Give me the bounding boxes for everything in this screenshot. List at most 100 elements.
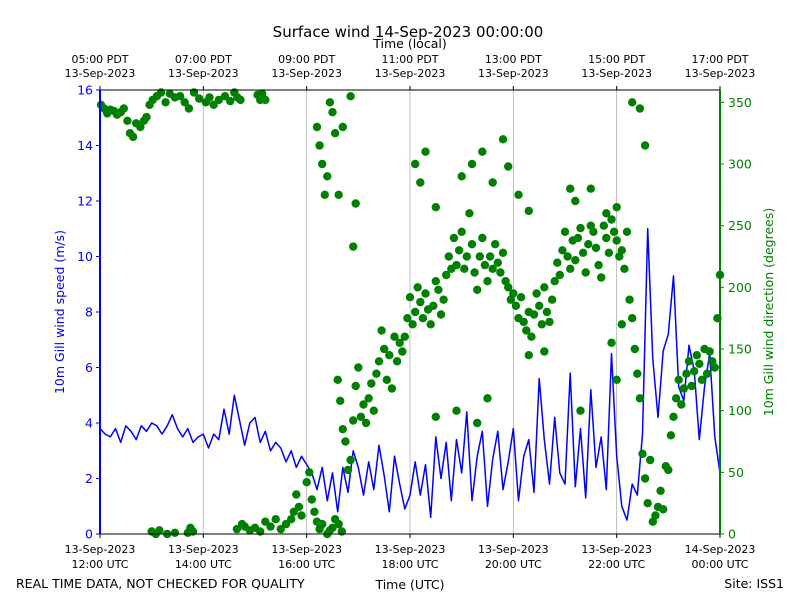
wind-direction-point-248: [504, 162, 513, 171]
wind-direction-point-239: [411, 159, 420, 169]
wind-direction-point-90: [333, 375, 342, 384]
wind-direction-point-67: [310, 507, 319, 516]
wind-direction-point-226: [684, 357, 694, 366]
wind-direction-point-256: [635, 104, 645, 113]
right-tick-label-1: 50: [728, 465, 744, 480]
wind-direction-point-180: [566, 264, 575, 273]
wind-direction-point-193: [599, 221, 608, 230]
wind-direction-point-234: [705, 347, 714, 356]
wind-direction-point-187: [584, 240, 593, 249]
wind-direction-point-252: [586, 184, 595, 193]
wind-direction-point-219: [666, 431, 676, 440]
wind-direction-point-57: [276, 524, 285, 534]
wind-direction-point-229: [692, 351, 701, 360]
wind-direction-point-231: [697, 375, 707, 384]
wind-direction-point-216: [659, 505, 668, 514]
wind-direction-point-65: [305, 468, 314, 477]
wind-direction-point-64: [302, 478, 311, 487]
wind-direction-point-161: [516, 293, 526, 302]
bottom-tick-label-time-3: 18:00 UTC: [381, 558, 438, 571]
wind-direction-point-163: [522, 326, 531, 335]
wind-direction-point-66: [307, 495, 316, 504]
bottom-tick-label-time-1: 14:00 UTC: [175, 558, 232, 571]
wind-direction-point-171: [542, 307, 552, 317]
wind-direction-point-223: [677, 400, 686, 409]
bottom-tick-label-date-6: 14-Sep-2023: [685, 543, 756, 556]
wind-direction-point-165: [527, 332, 536, 341]
wind-direction-point-207: [635, 394, 645, 403]
wind-direction-point-135: [449, 233, 459, 243]
top-tick-label-time-5: 15:00 PDT: [588, 53, 645, 66]
wind-direction-point-32: [226, 96, 235, 106]
quality-note: REAL TIME DATA, NOT CHECKED FOR QUALITY: [16, 576, 305, 591]
wind-direction-point-241: [421, 147, 430, 156]
bottom-tick-label-date-0: 13-Sep-2023: [65, 543, 136, 556]
wind-direction-point-24: [184, 104, 194, 113]
wind-direction-point-48: [232, 524, 242, 534]
wind-direction-point-255: [628, 98, 637, 107]
wind-direction-point-110: [385, 351, 394, 360]
wind-direction-point-150: [488, 264, 497, 273]
wind-direction-point-12: [136, 122, 145, 132]
wind-direction-point-166: [529, 310, 539, 319]
bottom-tick-label-time-2: 16:00 UTC: [278, 558, 335, 571]
wind-direction-point-7: [119, 104, 128, 113]
wind-direction-point-129: [434, 285, 443, 294]
wind-direction-point-258: [566, 184, 575, 193]
wind-direction-point-153: [496, 268, 505, 277]
wind-direction-point-250: [524, 206, 533, 216]
wind-direction-point-107: [377, 326, 386, 335]
wind-direction-point-44: [170, 528, 180, 537]
wind-direction-point-55: [266, 522, 275, 531]
wind-direction-point-244: [467, 159, 477, 169]
wind-direction-point-94: [343, 465, 353, 475]
left-axis-label: 10m Gill wind speed (m/s): [52, 230, 67, 394]
wind-direction-point-81: [323, 172, 332, 181]
wind-direction-point-224: [679, 384, 688, 393]
wind-direction-point-95: [346, 455, 355, 465]
top-tick-label-date-2: 13-Sep-2023: [271, 67, 342, 80]
wind-direction-point-168: [535, 301, 544, 310]
wind-direction-point-242: [431, 203, 440, 212]
wind-direction-point-220: [669, 412, 678, 421]
bottom-tick-label-time-6: 00:00 UTC: [691, 558, 748, 571]
wind-direction-point-251: [571, 196, 580, 206]
wind-direction-point-136: [452, 260, 461, 270]
wind-direction-point-63: [297, 511, 306, 520]
wind-direction-point-96: [349, 416, 358, 425]
wind-direction-point-197: [609, 227, 619, 236]
wind-direction-point-184: [576, 223, 585, 233]
right-tick-label-2: 100: [728, 403, 752, 418]
wind-direction-point-61: [292, 490, 301, 499]
wind-direction-point-14: [142, 112, 151, 122]
bottom-axis-ticks: 13-Sep-2023 12:00 UTC 13-Sep-2023 14:00 UTC…: [65, 534, 756, 571]
bottom-tick-label-date-4: 13-Sep-2023: [478, 543, 549, 556]
wind-direction-point-92: [338, 425, 347, 434]
wind-direction-point-146: [478, 233, 487, 243]
wind-direction-point-230: [695, 359, 704, 368]
wind-direction-point-23: [180, 98, 189, 107]
wind-direction-point-186: [581, 268, 590, 277]
bottom-tick-label-time-0: 12:00 UTC: [71, 558, 128, 571]
wind-direction-point-198: [612, 236, 621, 245]
wind-direction-point-196: [607, 215, 616, 224]
wind-direction-point-140: [462, 252, 471, 261]
wind-direction-point-102: [364, 394, 373, 403]
wind-direction-point-247: [498, 135, 508, 144]
top-tick-label-date-6: 13-Sep-2023: [685, 67, 756, 80]
wind-direction-point-86: [338, 122, 347, 132]
wind-direction-point-254: [612, 203, 621, 212]
wind-direction-point-208: [638, 449, 647, 458]
wind-direction-point-191: [594, 260, 603, 270]
wind-direction-point-137: [454, 246, 464, 255]
wind-direction-point-112: [390, 332, 399, 341]
wind-direction-point-152: [493, 258, 502, 267]
wind-direction-point-83: [328, 108, 337, 117]
wind-direction-point-175: [553, 258, 562, 267]
top-tick-label-date-5: 13-Sep-2023: [581, 67, 652, 80]
speed-series: [99, 228, 721, 521]
wind-direction-point-142: [467, 240, 477, 249]
wind-direction-point-127: [429, 301, 438, 310]
right-tick-label-0: 0: [728, 527, 736, 542]
